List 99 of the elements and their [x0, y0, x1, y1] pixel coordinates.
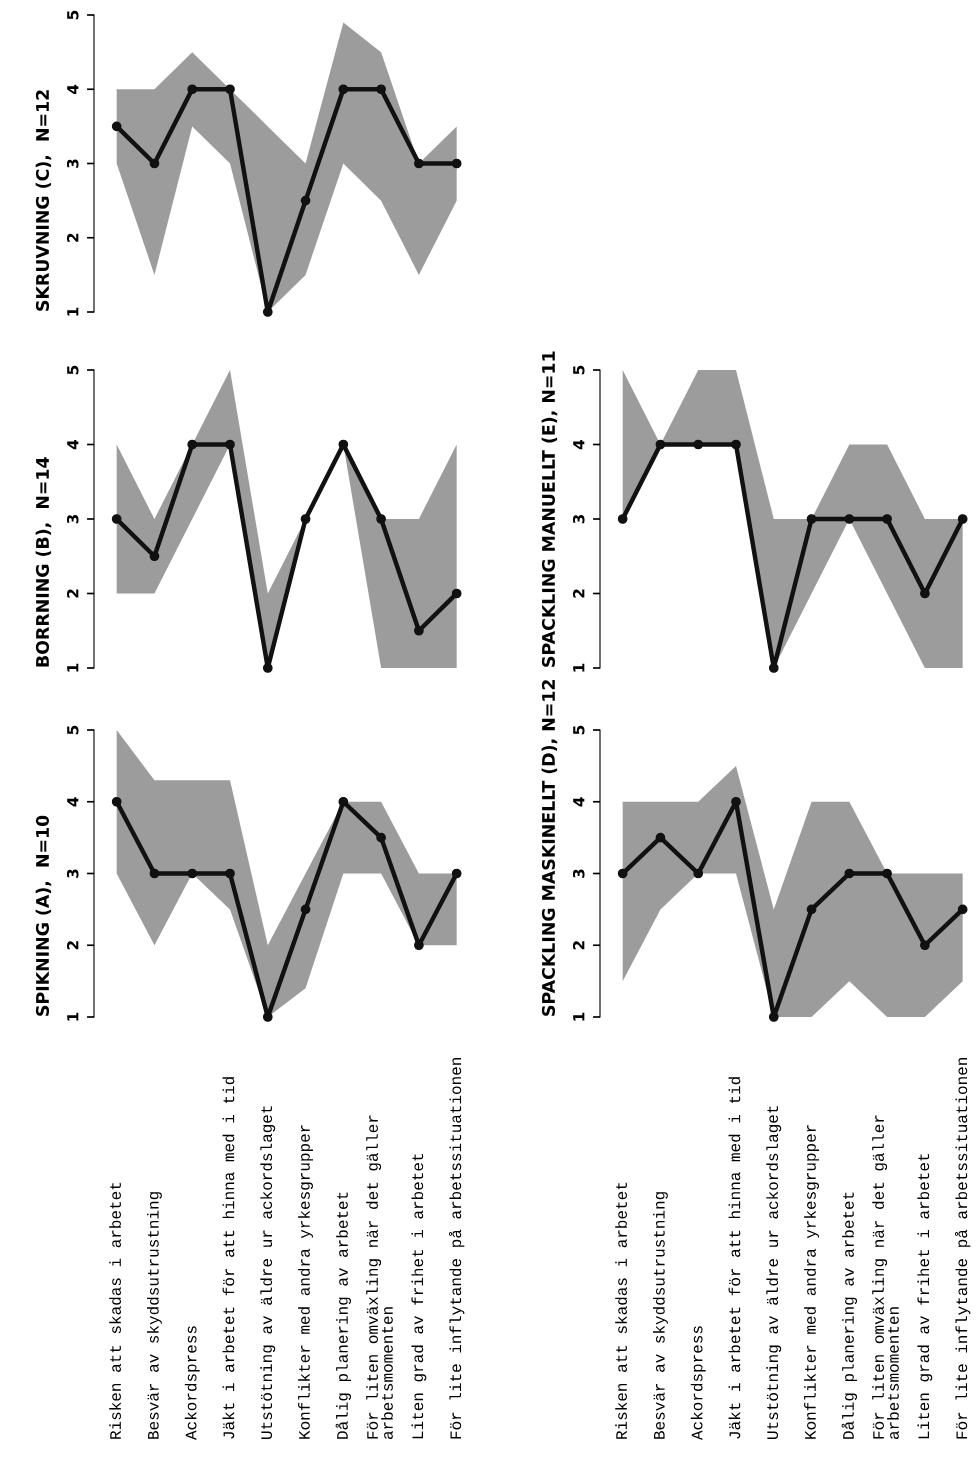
text: SKRUVNING (C), N=12	[35, 90, 52, 311]
point	[262, 1012, 273, 1022]
text: SPACKLING MASKINELLT (D), N=12	[541, 680, 558, 1016]
point	[414, 625, 424, 636]
y-tick-label: 4	[67, 439, 79, 450]
y-tick-label: 2	[66, 233, 79, 242]
y-tick-label: 5	[573, 725, 585, 735]
y-tick-label: 5	[67, 10, 79, 20]
point	[844, 868, 855, 879]
y-tick-label: 3	[66, 159, 79, 168]
point	[225, 439, 235, 450]
point	[882, 514, 892, 524]
y-tick-label: 4	[67, 797, 79, 807]
point	[451, 588, 462, 599]
point	[693, 868, 704, 879]
point	[111, 121, 122, 132]
point	[149, 551, 160, 562]
point	[451, 868, 462, 879]
x-tick-label: Ackordspress	[690, 1326, 706, 1440]
point	[262, 307, 273, 317]
y-tick-label: 5	[573, 365, 585, 375]
point	[149, 158, 160, 169]
x-tick-label: Ackordspress	[184, 1326, 200, 1440]
point	[187, 439, 198, 450]
point	[376, 514, 386, 524]
y-tick-label: 2	[66, 589, 79, 598]
text: SPACKLING MANUELLT (E), N=11	[541, 351, 558, 667]
x-tick-label: Konflikter med andra yrkesgrupper	[804, 1125, 819, 1439]
point	[957, 904, 968, 915]
y-tick-label: 3	[572, 514, 585, 524]
y-tick-label: 4	[573, 439, 585, 450]
point	[338, 796, 349, 807]
x-tick-label: Risken att skadas i arbetet	[615, 1182, 627, 1439]
y-tick-label: 4	[67, 84, 79, 94]
point	[957, 514, 968, 524]
point	[882, 868, 892, 879]
y-tick-label: 3	[66, 514, 79, 524]
y-tick-label: 1	[67, 1012, 79, 1021]
point	[111, 796, 122, 807]
point	[617, 868, 628, 879]
x-tick-label: Besvär av skyddsutrustning	[147, 1192, 162, 1439]
x-tick-label: Dålig planering av arbetet	[841, 1192, 858, 1439]
point	[187, 84, 198, 95]
text: SPIKNING (A), N=10	[35, 815, 52, 1016]
x-tick-label: För liten omväxling när det gäller arbetsmomenten	[366, 1115, 393, 1439]
y-tick-label: 1	[573, 1012, 585, 1021]
y-tick-label: 3	[572, 869, 585, 878]
point	[338, 84, 349, 95]
x-tick-label: Besvär av skyddsutrustning	[653, 1192, 668, 1439]
x-tick-label: För lite inflytande på arbetssituationen	[448, 1058, 465, 1439]
point	[768, 663, 779, 673]
y-tick-label: 5	[67, 725, 79, 735]
point	[414, 940, 424, 951]
x-tick-label: För lite inflytande på arbetssituationen	[954, 1058, 971, 1439]
x-tick-label: Jäkt i arbetet för att hinna med i tid	[728, 1077, 741, 1439]
y-tick-label: 2	[572, 589, 585, 598]
point	[111, 514, 122, 524]
point	[731, 439, 741, 450]
point	[300, 195, 311, 206]
point	[225, 868, 235, 879]
x-tick-label: Utstötning av äldre ur ackordslaget	[766, 1106, 782, 1439]
point	[376, 832, 386, 843]
point	[376, 84, 386, 95]
point	[338, 439, 349, 450]
point	[920, 940, 930, 951]
x-tick-label: För liten omväxling när det gäller arbetsmomenten	[872, 1115, 899, 1439]
point	[655, 832, 666, 843]
point	[844, 514, 855, 524]
y-tick-label: 4	[573, 797, 585, 807]
point	[300, 514, 311, 524]
y-tick-label: 2	[572, 941, 585, 950]
point	[149, 868, 160, 879]
x-tick-label: Utstötning av äldre ur ackordslaget	[260, 1106, 276, 1439]
point	[731, 796, 741, 807]
x-tick-label: Konflikter med andra yrkesgrupper	[298, 1125, 313, 1439]
point	[187, 868, 198, 879]
point	[693, 439, 704, 450]
point	[300, 904, 311, 915]
y-tick-label: 3	[66, 869, 79, 878]
point	[655, 439, 666, 450]
y-tick-label: 1	[67, 307, 79, 316]
y-tick-label: 1	[67, 663, 79, 672]
point	[806, 514, 817, 524]
point	[617, 514, 628, 524]
y-tick-label: 1	[573, 663, 585, 672]
point	[768, 1012, 779, 1022]
point	[451, 158, 462, 169]
x-tick-label: Liten grad av frihet i arbetet	[917, 1154, 933, 1439]
x-tick-label: Dålig planering av arbetet	[335, 1192, 352, 1439]
point	[262, 663, 273, 673]
x-tick-label: Liten grad av frihet i arbetet	[411, 1154, 427, 1439]
text: BORRNING (B), N=14	[35, 457, 52, 667]
point	[225, 84, 235, 95]
x-tick-label: Risken att skadas i arbetet	[109, 1182, 121, 1439]
point	[806, 904, 817, 915]
y-tick-label: 2	[66, 941, 79, 950]
point	[414, 158, 424, 169]
x-tick-label: Jäkt i arbetet för att hinna med i tid	[222, 1077, 235, 1439]
y-tick-label: 5	[67, 365, 79, 375]
